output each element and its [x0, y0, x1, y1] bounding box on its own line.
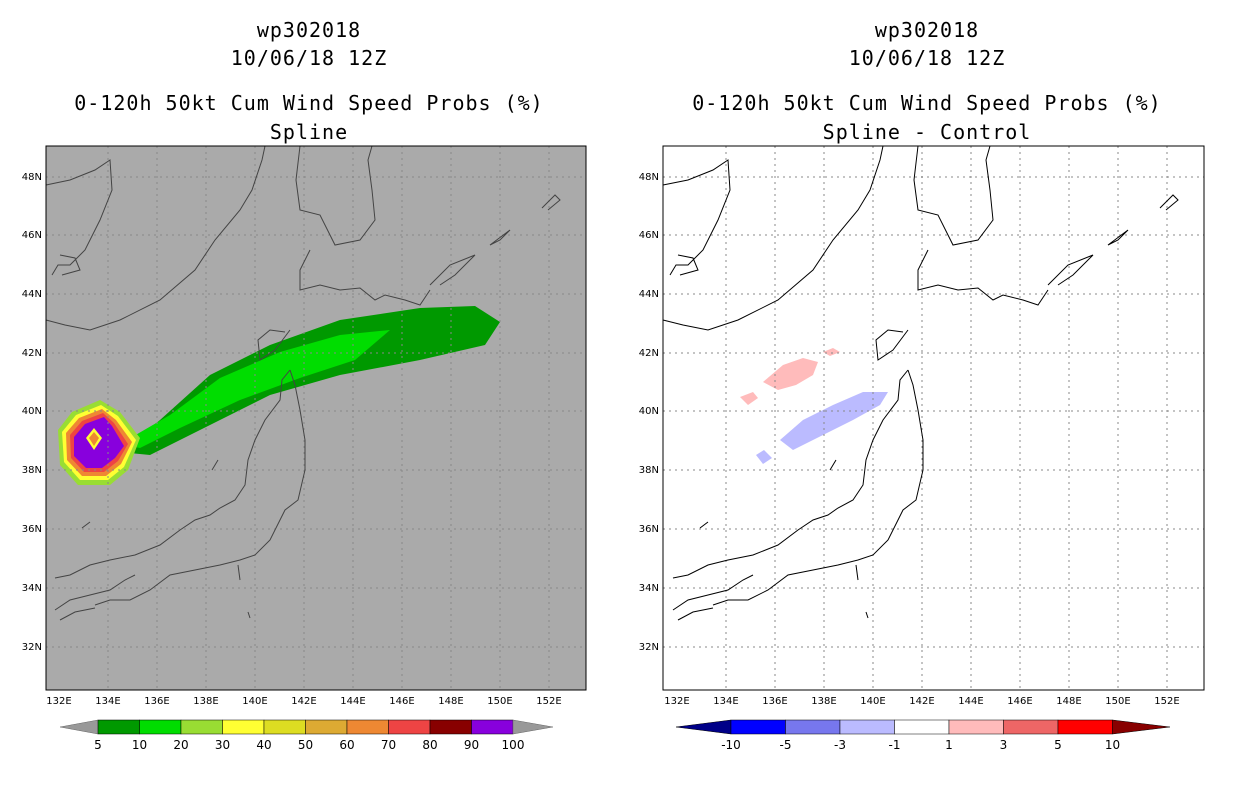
colorbar-right: [675, 719, 1171, 735]
lon-label: 134E: [713, 696, 738, 707]
colorbar-label: -3: [834, 738, 846, 752]
product-title: 0-120h 50kt Cum Wind Speed Probs (%): [692, 91, 1162, 115]
storm-id: wp302018: [256, 18, 362, 42]
lon-label: 146E: [389, 696, 414, 707]
lon-label: 146E: [1007, 696, 1032, 707]
lat-labels: 48N 46N 44N 42N 40N 38N 36N 34N 32N: [639, 172, 659, 653]
colorbar-label: 80: [422, 738, 437, 752]
lat-labels: 48N 46N 44N 42N 40N 38N 36N 34N 32N: [22, 172, 42, 653]
colorbar-left: [59, 719, 554, 735]
map-frame: [662, 145, 1205, 691]
colorbar-label: 5: [1054, 738, 1062, 752]
coastlines: [662, 145, 1179, 621]
lon-label: 140E: [860, 696, 885, 707]
lat-label: 36N: [639, 524, 659, 535]
colorbar-label: 10: [1105, 738, 1120, 752]
difference-fields: [740, 348, 888, 464]
colorbar-label: 100: [502, 738, 525, 752]
lon-label: 150E: [1105, 696, 1130, 707]
graticule: [46, 146, 586, 690]
lat-label: 34N: [22, 583, 42, 594]
lon-labels: 132E 134E 136E 138E 140E 142E 144E 146E …: [46, 696, 561, 707]
colorbar-labels-left: 5 10 20 30 40 50 60 70 80 90 100: [94, 738, 524, 752]
lon-label: 144E: [340, 696, 365, 707]
right-panel: wp302018 10/06/18 12Z 0-120h 50kt Cum Wi…: [618, 0, 1236, 800]
lon-label: 138E: [193, 696, 218, 707]
coastlines: [45, 145, 561, 621]
datetime: 10/06/18 12Z: [848, 46, 1006, 70]
lon-label: 132E: [46, 696, 71, 707]
lon-label: 132E: [664, 696, 689, 707]
lat-label: 48N: [639, 172, 659, 183]
colorbar-label: 70: [381, 738, 396, 752]
lat-label: 32N: [639, 642, 659, 653]
storm-id: wp302018: [874, 18, 980, 42]
colorbar-label: 3: [1000, 738, 1008, 752]
lon-label: 134E: [95, 696, 120, 707]
lon-label: 152E: [1154, 696, 1179, 707]
colorbar-labels-right: -10 -5 -3 -1 1 3 5 10: [721, 738, 1120, 752]
lon-label: 148E: [1056, 696, 1081, 707]
lat-label: 44N: [22, 289, 42, 300]
lat-label: 34N: [639, 583, 659, 594]
colorbar-label: 1: [945, 738, 953, 752]
lat-label: 40N: [22, 406, 42, 417]
lat-label: 40N: [639, 406, 659, 417]
colorbar-label: -1: [889, 738, 901, 752]
lat-label: 48N: [22, 172, 42, 183]
colorbar-label: -5: [780, 738, 792, 752]
lat-label: 38N: [22, 465, 42, 476]
map-background: [663, 146, 1204, 690]
lat-label: 38N: [639, 465, 659, 476]
lon-label: 136E: [144, 696, 169, 707]
colorbar-label: 20: [173, 738, 188, 752]
map-frame: [45, 145, 587, 691]
difference-map: 48N 46N 44N 42N 40N 38N 36N 34N 32N 132E…: [639, 145, 1205, 752]
map-background: [46, 146, 586, 690]
lat-label: 42N: [22, 348, 42, 359]
method-title: Spline - Control: [822, 120, 1032, 144]
lon-label: 142E: [909, 696, 934, 707]
product-title: 0-120h 50kt Cum Wind Speed Probs (%): [74, 91, 544, 115]
lon-label: 150E: [487, 696, 512, 707]
graticule: [663, 146, 1204, 690]
lon-label: 152E: [536, 696, 561, 707]
colorbar-label: 50: [298, 738, 313, 752]
lat-label: 44N: [639, 289, 659, 300]
lon-label: 144E: [958, 696, 983, 707]
colorbar-label: -10: [721, 738, 741, 752]
lat-label: 46N: [639, 230, 659, 241]
colorbar-label: 60: [339, 738, 354, 752]
colorbar-label: 10: [132, 738, 147, 752]
lon-label: 142E: [291, 696, 316, 707]
lon-label: 138E: [811, 696, 836, 707]
probability-swath: [58, 306, 500, 485]
lon-label: 148E: [438, 696, 463, 707]
colorbar-label: 40: [256, 738, 271, 752]
left-panel: wp302018 10/06/18 12Z 0-120h 50kt Cum Wi…: [22, 18, 587, 752]
probability-map: 48N 46N 44N 42N 40N 38N 36N 34N 32N 132E…: [22, 145, 587, 752]
datetime: 10/06/18 12Z: [230, 46, 388, 70]
lat-label: 42N: [639, 348, 659, 359]
lon-label: 136E: [762, 696, 787, 707]
lon-label: 140E: [242, 696, 267, 707]
lon-labels: 132E 134E 136E 138E 140E 142E 144E 146E …: [664, 696, 1179, 707]
colorbar-label: 5: [94, 738, 102, 752]
lat-label: 32N: [22, 642, 42, 653]
method-title: Spline: [269, 120, 349, 144]
colorbar-label: 30: [215, 738, 230, 752]
lat-label: 36N: [22, 524, 42, 535]
colorbar-label: 90: [464, 738, 479, 752]
lat-label: 46N: [22, 230, 42, 241]
